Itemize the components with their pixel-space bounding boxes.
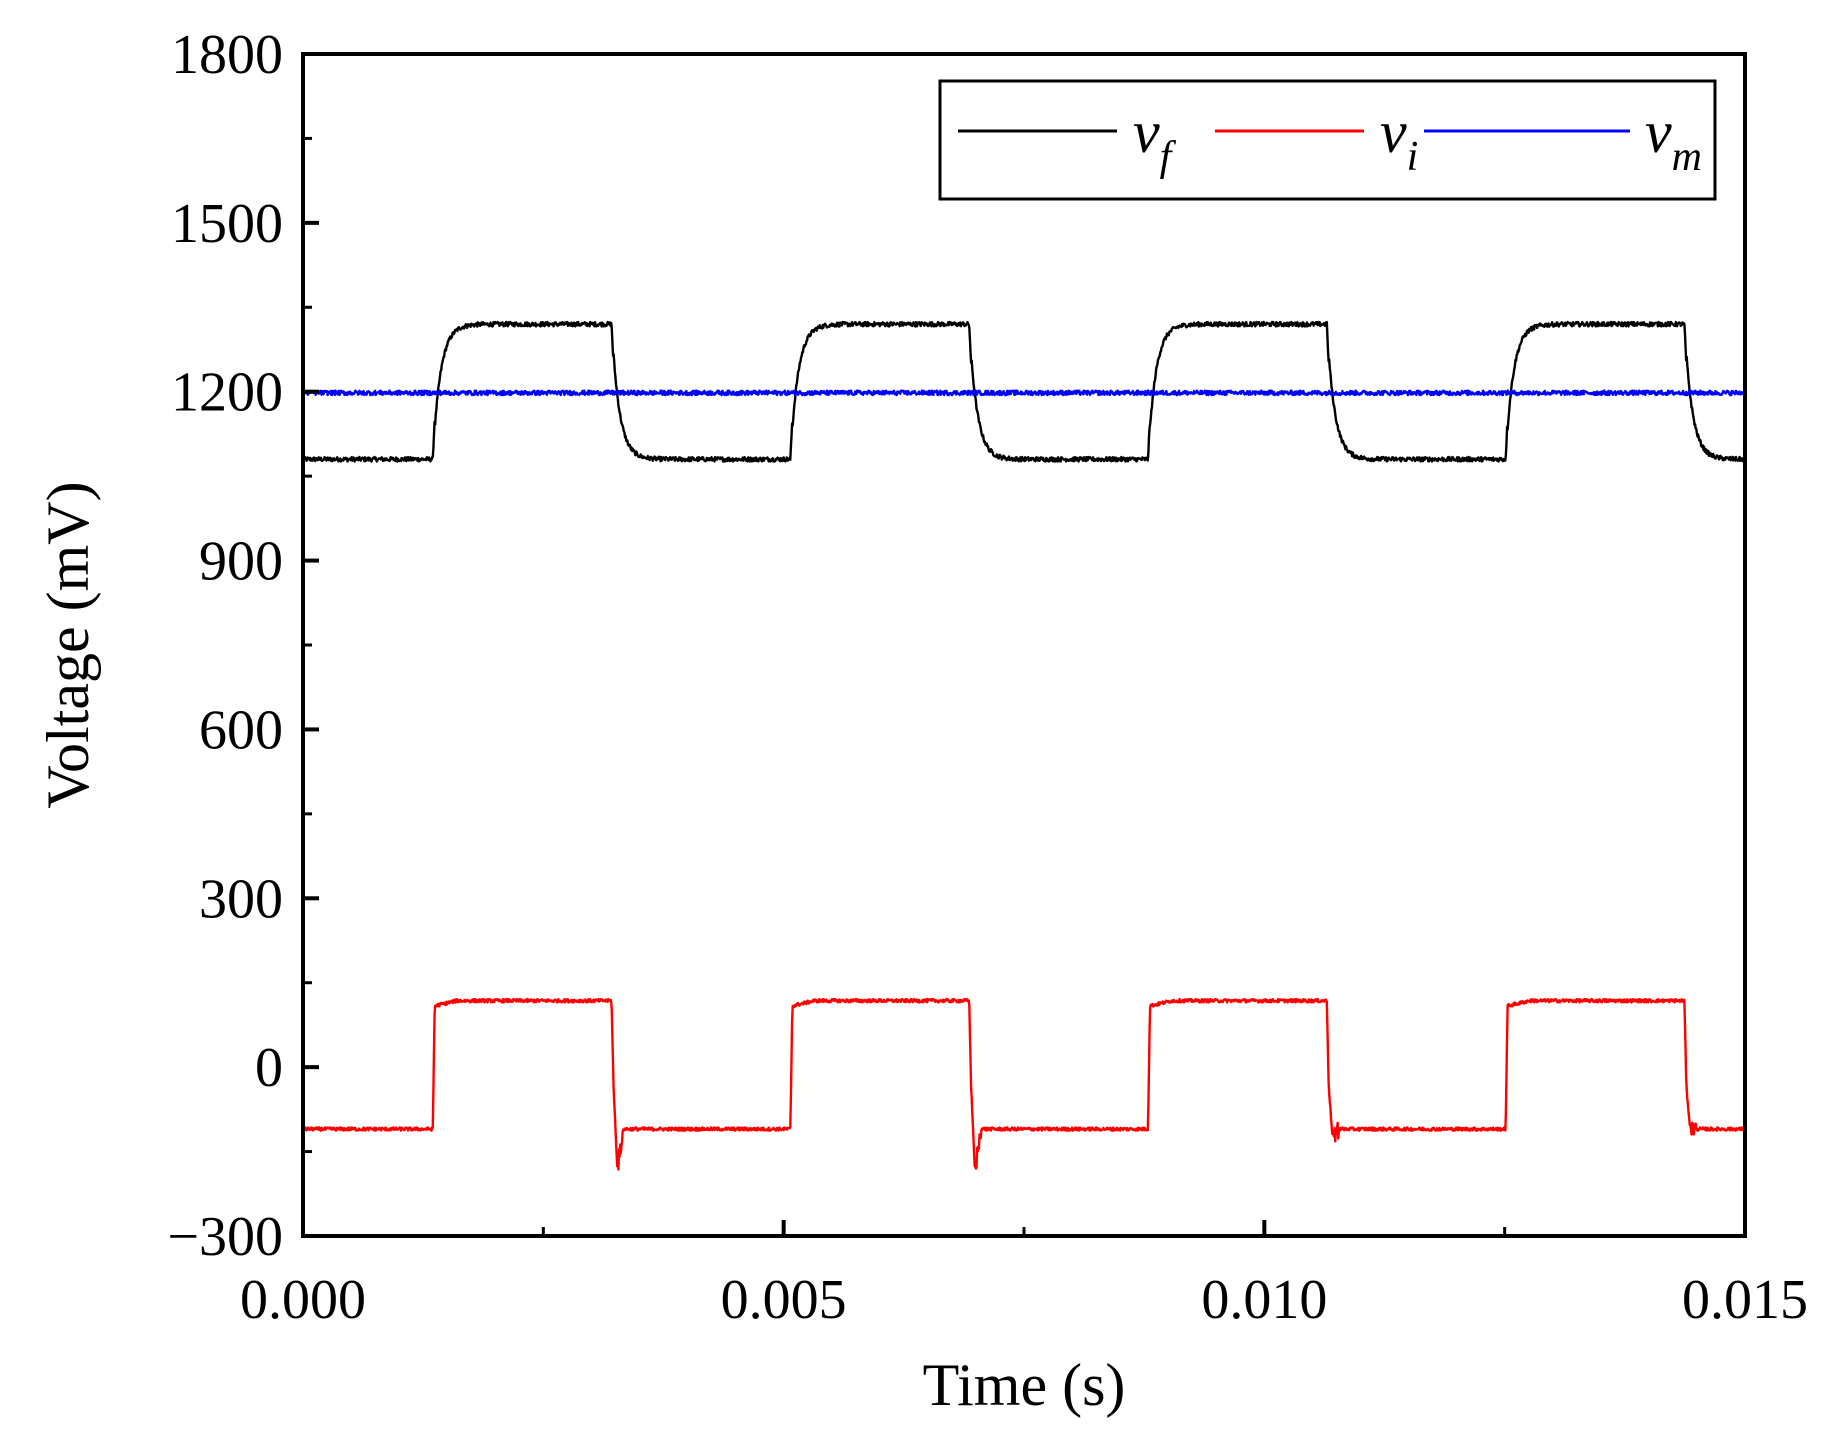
series-line-v_i xyxy=(302,997,1747,1171)
legend-label-main: v xyxy=(1133,99,1160,165)
legend-box xyxy=(938,79,1717,201)
y-axis-title: Voltage (mV) xyxy=(35,481,101,808)
x-axis-title: Time (s) xyxy=(923,1352,1126,1418)
y-tick-label: 0 xyxy=(255,1037,283,1099)
legend-label-v_m: vm xyxy=(1645,99,1702,180)
x-tick-label: 0.005 xyxy=(721,1269,847,1331)
legend-label-main: v xyxy=(1645,99,1672,165)
y-tick-label: 1800 xyxy=(171,24,283,86)
series-line-v_m xyxy=(302,389,1747,397)
y-tick-label: −300 xyxy=(167,1206,283,1268)
y-tick-label: 300 xyxy=(199,868,283,930)
series-layer xyxy=(301,320,1747,1171)
legend: vf vi vm xyxy=(938,79,1717,201)
y-tick-label: 1200 xyxy=(171,362,283,424)
x-tick-label: 0.000 xyxy=(240,1269,366,1331)
legend-label-subscript: i xyxy=(1407,134,1419,180)
y-tick-label: 600 xyxy=(199,699,283,761)
legend-label-v_i: vi xyxy=(1380,99,1418,180)
tick-layer: 0.000 0.005 0.010 0.015 −300 0 300 600 900 1200 15… xyxy=(167,24,1808,1331)
x-tick-label: 0.010 xyxy=(1201,1269,1327,1331)
y-tick-label: 900 xyxy=(199,531,283,593)
legend-label-main: v xyxy=(1380,99,1407,165)
series-line-v_f xyxy=(301,320,1746,463)
legend-label-subscript: m xyxy=(1672,134,1702,180)
x-tick-label: 0.015 xyxy=(1682,1269,1808,1331)
y-tick-label: 1500 xyxy=(171,193,283,255)
